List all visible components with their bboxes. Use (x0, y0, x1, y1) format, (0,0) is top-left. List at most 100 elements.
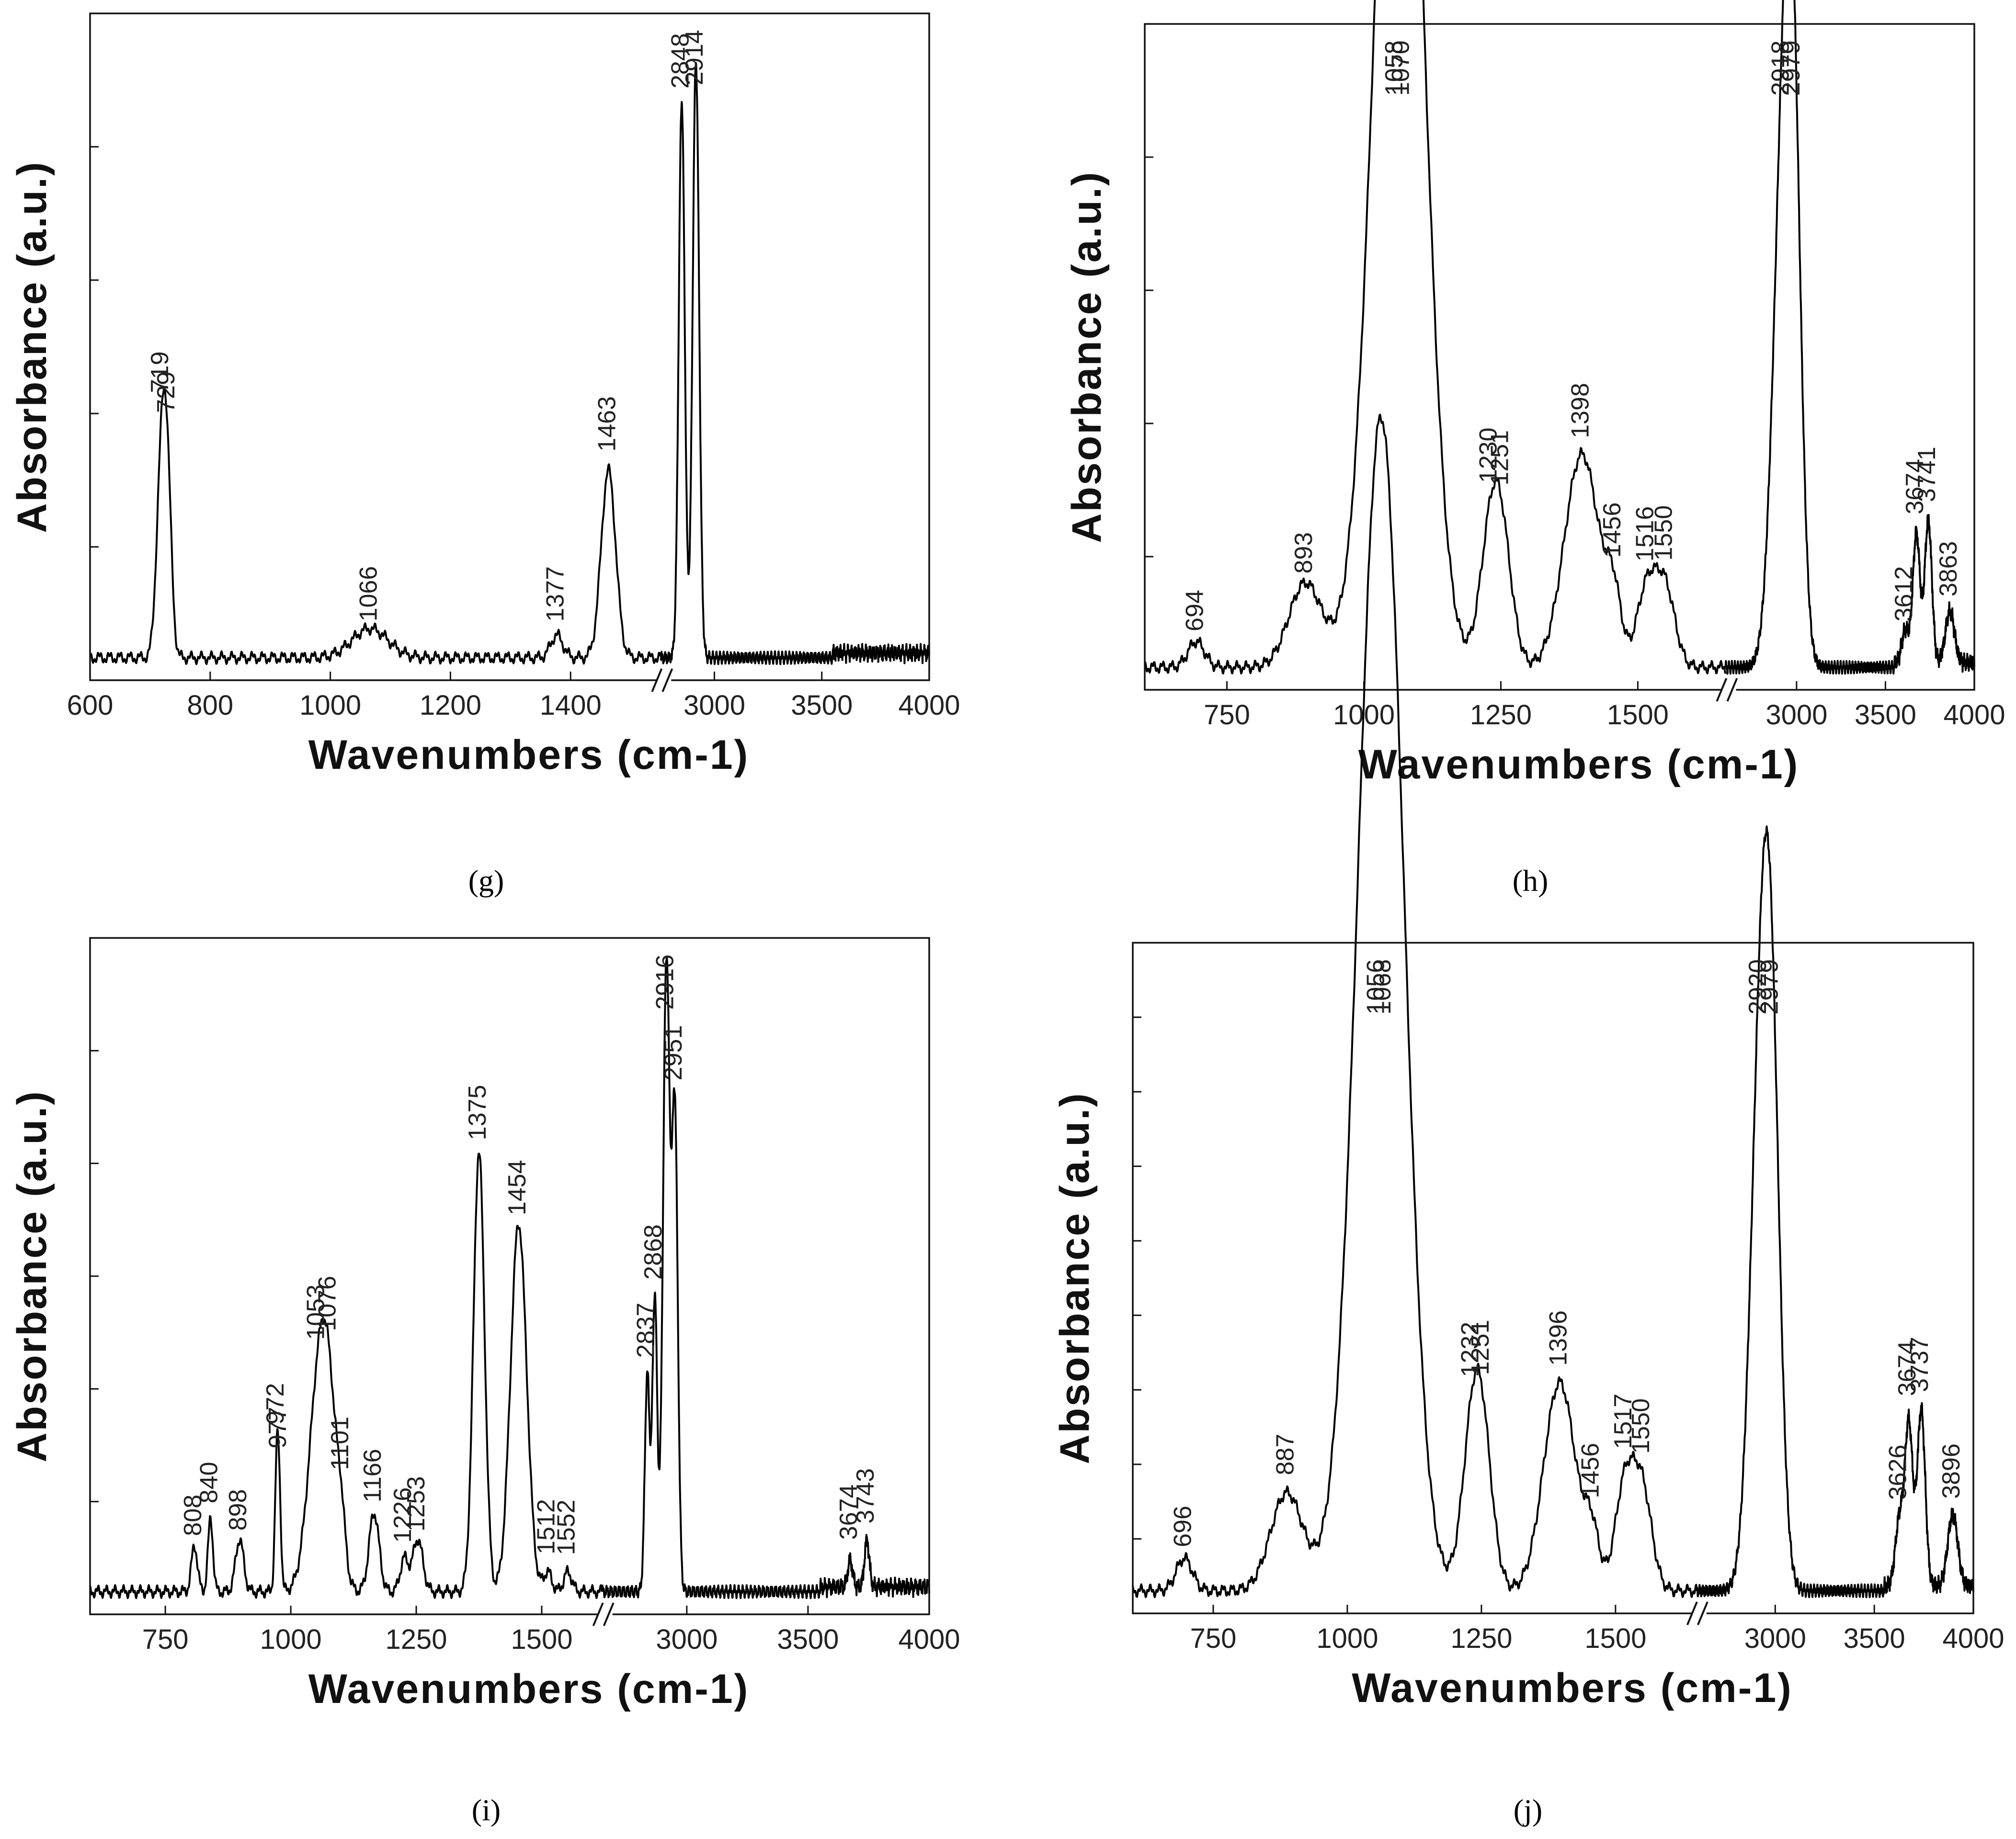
peak-label: 1166 (359, 1449, 387, 1503)
axis-break-mark (651, 668, 673, 692)
peak-label: 3737 (1906, 1336, 1934, 1392)
peak-label: 893 (1290, 532, 1318, 574)
x-tick-label: 1250 (1450, 1623, 1512, 1654)
peak-label: 1456 (1577, 1443, 1605, 1498)
peak-label: 1070 (1387, 40, 1415, 96)
peak-label: 1230 (1475, 427, 1503, 483)
panel-i: 750 1000 1250 1500 3000 3500 4000 Wavenumbers (… (9, 937, 960, 1827)
peak-label: 1550 (1627, 1398, 1655, 1454)
peak-label: 694 (1181, 590, 1209, 631)
plot-frame (89, 12, 930, 681)
x-tick-label: 3000 (683, 690, 745, 721)
x-tick-label: 1000 (1316, 1623, 1378, 1654)
peak-label: 1053 (302, 1284, 330, 1340)
peak-label: 3896 (1937, 1443, 1965, 1499)
x-axis-title: Wavenumbers (cm-1) (1358, 742, 1800, 788)
x-tick-label: 4000 (898, 1624, 960, 1655)
peak-label: 3674 (1901, 459, 1929, 514)
peak-label: 3626 (1884, 1445, 1912, 1500)
panel-caption: (g) (468, 864, 504, 898)
panel-caption: (j) (1514, 1793, 1542, 1827)
peak-label: 2920 (1744, 959, 1772, 1015)
peak-label: 1512 (533, 1499, 560, 1554)
plot-frame (1144, 23, 1975, 691)
peak-label: 977 (264, 1407, 292, 1449)
x-tick-label: 3000 (656, 1624, 718, 1655)
x-tick-label: 3000 (1765, 699, 1827, 731)
x-tick-label: 1250 (1470, 699, 1532, 731)
peak-label: 1253 (402, 1476, 430, 1532)
axis-break-mark (1716, 678, 1738, 702)
x-tick-label: 1400 (540, 690, 602, 721)
x-axis-title: Wavenumbers (cm-1) (308, 732, 750, 778)
spectrum-line-high-range (601, 957, 930, 1599)
peak-label: 1456 (1598, 503, 1626, 558)
panel-caption: (i) (472, 1793, 501, 1827)
y-axis-title: Absorbance (a.u.) (1052, 1092, 1098, 1464)
peak-label: 2837 (632, 1302, 660, 1358)
peak-label: 898 (224, 1489, 252, 1531)
peak-label: 2979 (1756, 959, 1784, 1015)
peak-label: 729 (152, 371, 180, 413)
peak-label: 2848 (666, 33, 694, 89)
x-axis-title: Wavenumbers (cm-1) (1352, 1665, 1793, 1711)
peak-label: 840 (195, 1462, 223, 1504)
peak-label: 3612 (1890, 566, 1918, 622)
x-tick-label: 1000 (260, 1624, 322, 1655)
x-tick-label: 1200 (420, 690, 481, 721)
peak-label: 3674 (835, 1485, 863, 1540)
peak-label: 1454 (503, 1160, 531, 1215)
plot-frame (89, 937, 930, 1615)
x-tick-label: 3500 (1844, 1623, 1905, 1654)
peak-label: 1058 (1380, 40, 1408, 96)
x-tick-label: 1500 (1607, 699, 1669, 731)
x-tick-label: 600 (67, 690, 114, 721)
axis-break-mark (592, 1602, 615, 1626)
peak-label: 1068 (1368, 959, 1396, 1015)
peak-label: 1550 (1650, 505, 1678, 561)
axis-break-mark (1686, 1601, 1708, 1625)
peak-label: 887 (1271, 1434, 1299, 1475)
x-tick-label: 4000 (1943, 699, 2005, 731)
peak-label: 1076 (314, 1276, 342, 1331)
peak-label: 1251 (1467, 1320, 1494, 1375)
peak-label: 3863 (1935, 541, 1962, 597)
peak-label: 972 (262, 1383, 289, 1425)
peak-label: 1396 (1544, 1310, 1572, 1366)
peak-label: 2918 (1766, 40, 1794, 96)
peak-label: 696 (1169, 1506, 1197, 1547)
peak-label: 808 (179, 1495, 207, 1536)
x-tick-label: 750 (1204, 699, 1250, 731)
x-axis-title: Wavenumbers (cm-1) (308, 1666, 750, 1712)
x-tick-label: 3000 (1744, 1623, 1806, 1654)
peak-label: 1226 (389, 1487, 417, 1543)
peak-label: 1552 (552, 1500, 580, 1555)
peak-label: 2916 (651, 954, 679, 1010)
x-tick-label: 750 (1190, 1623, 1237, 1654)
peak-label: 1101 (326, 1416, 354, 1470)
x-tick-label: 750 (142, 1624, 189, 1655)
x-tick-label: 4000 (1942, 1623, 2004, 1654)
peak-label: 2951 (660, 1025, 687, 1081)
y-axis-title: Absorbance (a.u.) (1064, 171, 1110, 543)
spectrum-line-high-range (1724, 0, 1975, 675)
y-axis-title: Absorbance (a.u.) (9, 1090, 55, 1462)
spectrum-line-high-range (660, 62, 930, 665)
x-tick-label: 3500 (791, 690, 853, 721)
peak-label: 719 (146, 351, 174, 393)
peak-label: 3743 (852, 1468, 879, 1524)
x-tick-label: 4000 (898, 690, 960, 721)
peak-label: 1066 (354, 566, 382, 622)
spectrum-line-low-range (89, 1153, 603, 1599)
peak-label: 1398 (1567, 383, 1595, 438)
spectrum-line-low-range (1144, 0, 1727, 675)
panel-g: 600 800 1000 1200 1400 3000 3500 4000 Wavenumber… (9, 12, 960, 898)
spectrum-line-low-range (1132, 413, 1697, 1599)
peak-label: 1516 (1631, 506, 1659, 562)
x-tick-label: 1500 (1584, 1623, 1646, 1654)
panel-caption: (h) (1513, 864, 1549, 898)
peak-label: 3674 (1893, 1341, 1921, 1396)
peak-label: 1517 (1609, 1394, 1637, 1449)
